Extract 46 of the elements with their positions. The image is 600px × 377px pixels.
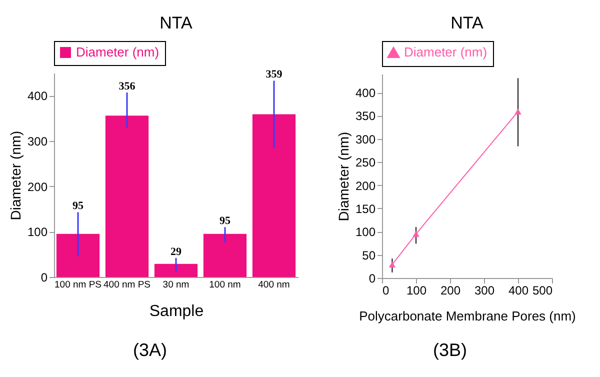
bar	[203, 234, 247, 277]
text: (3A)	[132, 340, 168, 361]
x-tick-label: 300	[474, 284, 495, 298]
y-tick-label: 300	[355, 132, 376, 146]
bar	[252, 114, 296, 277]
text: (3B)	[432, 340, 468, 361]
x-tick-label: 0	[382, 284, 390, 298]
y-tick-label: 50	[362, 248, 376, 262]
y-tick-label: 350	[355, 109, 376, 124]
x-tick-label: 400 nm	[258, 280, 290, 290]
y-tick-label: 300	[27, 134, 48, 148]
x-tick-label: 30 nm	[162, 280, 190, 290]
x-axis-title: Sample	[149, 303, 204, 320]
legend-label: Diameter (nm)	[404, 44, 488, 60]
y-tick-label: 150	[355, 202, 376, 216]
data-label: 29	[170, 246, 182, 258]
y-axis-title: Diameter (nm)	[7, 130, 24, 220]
chart-title: NTA	[160, 14, 194, 32]
y-axis-title: Diameter (nm)	[335, 132, 352, 222]
data-label: 359	[266, 68, 283, 81]
x-axis-title: Polycarbonate Membrane Pores (nm)	[359, 308, 576, 324]
bar	[105, 116, 149, 277]
x-tick-label: 500	[532, 284, 553, 298]
point	[514, 108, 522, 114]
x-tick-label: 200	[440, 284, 461, 298]
y-tick-label: 100	[355, 225, 376, 240]
y-tick-label: 400	[355, 86, 376, 100]
data-label: 356	[118, 80, 136, 92]
x-tick-label: 400	[508, 284, 529, 298]
legend-label: Diameter (nm)	[76, 44, 160, 60]
y-tick-label: 250	[355, 156, 376, 170]
y-tick-label: 200	[355, 178, 376, 193]
y-tick-label: 400	[27, 89, 48, 104]
chart-title: NTA	[450, 14, 484, 32]
x-tick-label: 100 nm	[209, 280, 241, 290]
y-tick-label: 100	[27, 225, 48, 240]
x-tick-label: 100	[406, 284, 427, 298]
bar	[56, 234, 100, 277]
x-tick-label: 400 nm PS	[104, 280, 151, 290]
x-tick-label: 100 nm PS	[54, 280, 102, 290]
point	[412, 231, 420, 237]
data-label: 95	[219, 215, 231, 228]
data-label: 95	[72, 200, 84, 212]
bar	[154, 264, 198, 277]
point	[388, 262, 396, 268]
y-tick-label: 200	[27, 180, 48, 194]
